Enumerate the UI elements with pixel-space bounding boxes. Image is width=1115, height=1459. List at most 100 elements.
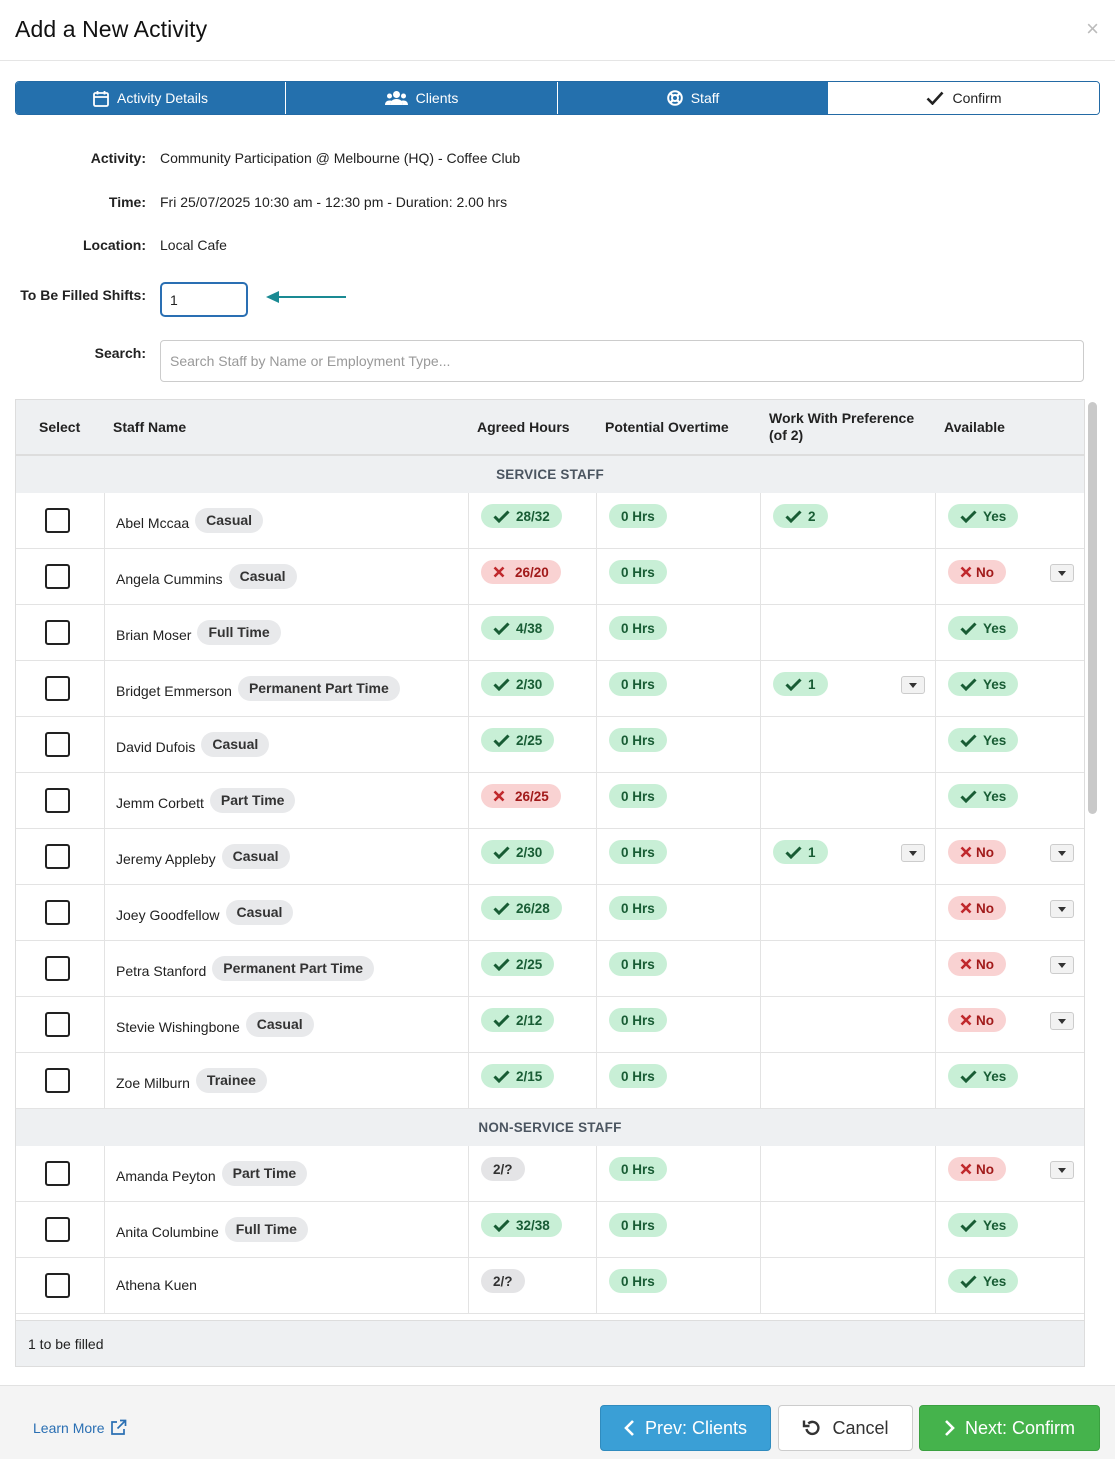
select-checkbox[interactable] (45, 620, 70, 645)
availability-dropdown-button[interactable] (1050, 900, 1074, 918)
caret-down-icon (1058, 962, 1066, 968)
step-confirm[interactable]: Confirm (829, 82, 1099, 114)
table-scrollbar[interactable] (1088, 402, 1097, 814)
location-value: Local Cafe (160, 237, 227, 253)
name-cell: Jeremy Appleby Casual (104, 829, 468, 885)
select-checkbox[interactable] (45, 1068, 70, 1093)
availability-dropdown-button[interactable] (1050, 956, 1074, 974)
staff-name: Zoe Milburn (116, 1074, 190, 1091)
staff-name: Brian Moser (116, 626, 192, 643)
available-value: No (976, 564, 994, 580)
agreed-hours-value: 2/25 (516, 732, 543, 748)
overtime-value: 0 Hrs (621, 844, 655, 860)
table-row: Angela Cummins Casual 26/20 0 Hrs No (16, 549, 1084, 605)
preference-dropdown-button[interactable] (901, 844, 925, 862)
step-label: Activity Details (116, 90, 209, 106)
overtime-cell: 0 Hrs (596, 717, 760, 773)
select-checkbox[interactable] (45, 732, 70, 757)
dialog-footer: Learn More Prev: Clients Cancel Next: Co… (0, 1385, 1115, 1459)
select-checkbox[interactable] (45, 508, 70, 533)
preference-cell (760, 1202, 935, 1258)
available-cell: Yes (935, 493, 1084, 549)
staff-search-input[interactable] (160, 340, 1084, 382)
table-row: David Dufois Casual 2/25 0 Hrs Yes (16, 717, 1084, 773)
caret-down-icon (1058, 906, 1066, 912)
select-checkbox[interactable] (45, 900, 70, 925)
select-checkbox[interactable] (45, 956, 70, 981)
group-title: NON-SERVICE STAFF (478, 1120, 622, 1135)
available-value: Yes (983, 620, 1007, 636)
step-activity-details[interactable]: Activity Details (16, 82, 286, 114)
staff-name: Petra Stanford (116, 962, 207, 979)
preference-cell: 1 (760, 829, 935, 885)
select-cell (16, 1053, 104, 1109)
caret-down-icon (909, 682, 917, 688)
availability-dropdown-button[interactable] (1050, 1161, 1074, 1179)
overtime-badge: 0 Hrs (609, 728, 667, 752)
agreed-hours-value: 26/25 (515, 788, 549, 804)
available-cell: Yes (935, 1202, 1084, 1258)
overtime-value: 0 Hrs (621, 956, 655, 972)
availability-dropdown-button[interactable] (1050, 564, 1074, 582)
search-row: Search: (0, 345, 146, 361)
available-cell: No (935, 549, 1084, 605)
select-checkbox[interactable] (45, 1273, 70, 1298)
activity-row: Activity: Community Participation @ Melb… (0, 150, 520, 166)
available-badge: Yes (948, 504, 1019, 528)
staff-name: Stevie Wishingbone (116, 1018, 240, 1035)
select-cell (16, 885, 104, 941)
available-cell: No (935, 1146, 1084, 1202)
step-clients[interactable]: Clients (286, 82, 558, 114)
overtime-value: 0 Hrs (621, 508, 655, 524)
check-icon (493, 845, 510, 859)
select-checkbox[interactable] (45, 1217, 70, 1242)
select-checkbox[interactable] (45, 1012, 70, 1037)
agreed-hours-cell: 4/38 (468, 605, 596, 661)
select-checkbox[interactable] (45, 676, 70, 701)
availability-dropdown-button[interactable] (1050, 1012, 1074, 1030)
select-checkbox[interactable] (45, 844, 70, 869)
agreed-hours-value: 2/30 (516, 676, 543, 692)
select-cell (16, 717, 104, 773)
available-cell: No (935, 829, 1084, 885)
overtime-cell: 0 Hrs (596, 829, 760, 885)
next-confirm-button[interactable]: Next: Confirm (919, 1405, 1100, 1451)
cancel-button[interactable]: Cancel (778, 1405, 913, 1451)
learn-more-link[interactable]: Learn More (33, 1419, 127, 1436)
select-checkbox[interactable] (45, 788, 70, 813)
agreed-hours-badge: 26/25 (481, 784, 561, 808)
overtime-badge: 0 Hrs (609, 1213, 667, 1237)
check-icon (960, 733, 977, 747)
header-staff-name: Staff Name (113, 418, 187, 435)
chevron-right-icon (945, 1420, 955, 1436)
agreed-hours-value: 2/? (493, 1273, 513, 1289)
available-value: Yes (983, 1217, 1007, 1233)
step-staff[interactable]: Staff (558, 82, 829, 114)
prev-clients-button[interactable]: Prev: Clients (600, 1405, 771, 1451)
agreed-hours-value: 2/25 (516, 956, 543, 972)
preference-value: 1 (808, 676, 816, 692)
to-be-filled-shifts-input[interactable] (160, 282, 248, 317)
select-checkbox[interactable] (45, 1161, 70, 1186)
select-cell (16, 661, 104, 717)
table-row: Petra Stanford Permanent Part Time 2/25 0 H… (16, 941, 1084, 997)
preference-dropdown-button[interactable] (901, 676, 925, 694)
table-row: Anita Columbine Full Time 32/38 0 Hrs Yes (16, 1202, 1084, 1258)
agreed-hours-badge: 26/20 (481, 560, 561, 584)
available-value: Yes (983, 1068, 1007, 1084)
employment-type-badge: Part Time (209, 788, 296, 813)
employment-type-badge: Casual (228, 564, 297, 589)
select-cell (16, 493, 104, 549)
location-row: Location: Local Cafe (0, 237, 227, 253)
overtime-value: 0 Hrs (621, 900, 655, 916)
shifts-label: To Be Filled Shifts: (20, 287, 146, 303)
overtime-cell: 0 Hrs (596, 997, 760, 1053)
name-cell: Angela Cummins Casual (104, 549, 468, 605)
cross-icon (960, 1163, 972, 1175)
close-icon[interactable]: × (1086, 16, 1099, 41)
header-select: Select (39, 418, 81, 435)
availability-dropdown-button[interactable] (1050, 844, 1074, 862)
agreed-hours-cell: 2/12 (468, 997, 596, 1053)
select-checkbox[interactable] (45, 564, 70, 589)
check-icon (493, 621, 510, 635)
